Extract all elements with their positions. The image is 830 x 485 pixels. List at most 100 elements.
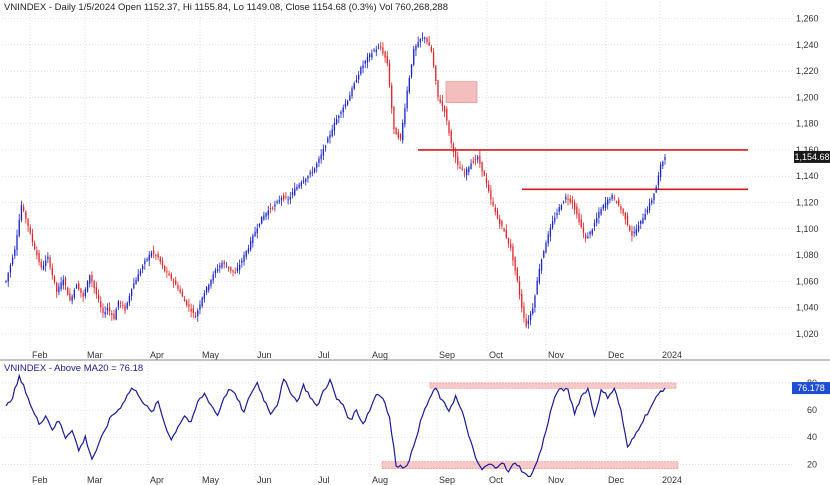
price-candle-body	[635, 229, 638, 235]
price-candle-body	[291, 192, 294, 195]
price-candle-body	[448, 121, 450, 134]
price-candle-body	[69, 293, 71, 301]
price-candle-body	[615, 201, 618, 203]
price-candle-body	[406, 90, 408, 109]
price-candle-body	[141, 266, 144, 270]
price-candle-body	[38, 252, 40, 263]
breadth-x-tick-label: Dec	[608, 475, 625, 485]
price-candle-body	[241, 260, 243, 263]
price-candle-body	[399, 134, 402, 139]
price-candle-body	[236, 268, 239, 272]
price-candle-body	[91, 275, 93, 282]
price-candle-body	[439, 99, 441, 103]
price-candle-body	[485, 177, 488, 184]
breadth-y-tick-label: 20	[807, 459, 817, 469]
price-candle-body	[600, 209, 602, 215]
price-candle-body	[404, 108, 406, 125]
price-candle-body	[644, 213, 646, 220]
price-candle-body	[307, 176, 309, 179]
price-candle-body	[631, 231, 633, 236]
price-candle-body	[212, 274, 214, 281]
price-candle-body	[596, 218, 598, 223]
price-candle-body	[432, 51, 435, 67]
price-candle-body	[357, 74, 360, 80]
price-candle-body	[545, 242, 547, 253]
price-candle-body	[210, 280, 212, 286]
price-candle-body	[651, 200, 653, 204]
price-candle-body	[505, 229, 507, 238]
price-candle-body	[351, 88, 353, 97]
breadth-x-tick-label: Jul	[318, 475, 330, 485]
price-candle-body	[604, 202, 607, 209]
price-candle-body	[613, 197, 615, 199]
price-candle-body	[657, 175, 660, 186]
price-y-tick-label: 1,140	[796, 171, 819, 181]
price-candle-body	[64, 277, 67, 286]
price-candle-body	[272, 207, 274, 209]
price-candle-body	[521, 293, 523, 309]
breadth-x-tick-label: May	[202, 475, 220, 485]
price-candle-body	[243, 255, 245, 262]
price-y-tick-label: 1,180	[796, 119, 819, 129]
price-candle-body	[607, 199, 609, 205]
price-candle-body	[53, 275, 56, 283]
price-candle-body	[388, 62, 391, 87]
price-candle-body	[49, 257, 51, 268]
price-candle-body	[115, 309, 117, 320]
price-candle-body	[593, 223, 596, 227]
price-candle-body	[20, 204, 23, 220]
price-candle-body	[554, 218, 556, 222]
price-candle-body	[265, 213, 267, 217]
price-candle-body	[33, 243, 36, 250]
breadth-x-tick-label: Jun	[257, 475, 272, 485]
price-candle-body	[349, 95, 351, 101]
price-candle-body	[646, 209, 649, 213]
price-candle-body	[547, 234, 549, 244]
price-candle-body	[128, 295, 131, 303]
price-candle-body	[177, 284, 179, 289]
price-candle-body	[424, 37, 426, 39]
price-candle-body	[225, 266, 228, 268]
price-x-tick-label: Feb	[32, 350, 48, 360]
price-candle-body	[318, 158, 320, 163]
price-candle-body	[159, 257, 161, 262]
price-candle-body	[29, 227, 31, 234]
price-candle-body	[186, 300, 188, 306]
price-candle-body	[551, 221, 554, 228]
price-candle-body	[179, 289, 181, 293]
price-candle-body	[194, 315, 197, 318]
price-candle-body	[556, 213, 558, 216]
price-candle-body	[437, 80, 439, 98]
breadth-x-tick-label: Nov	[548, 475, 565, 485]
price-candle-body	[373, 49, 375, 52]
price-candle-body	[587, 236, 589, 239]
oversold-band	[381, 461, 679, 469]
price-candle-body	[664, 156, 666, 160]
price-candle-body	[269, 208, 272, 210]
price-candle-body	[256, 228, 258, 234]
price-candle-body	[16, 235, 18, 251]
price-candle-body	[31, 233, 34, 243]
price-candle-body	[157, 253, 159, 258]
price-candle-body	[234, 272, 236, 274]
price-candle-body	[166, 271, 168, 273]
price-candle-body	[382, 47, 384, 54]
price-candle-body	[355, 80, 358, 83]
price-candle-body	[327, 138, 329, 143]
price-candle-body	[296, 186, 298, 190]
breadth-x-tick-label: Oct	[489, 475, 504, 485]
price-candle-body	[313, 168, 316, 173]
price-candle-body	[377, 47, 380, 49]
price-candle-body	[175, 280, 177, 285]
price-candle-body	[283, 195, 285, 200]
price-candle-body	[629, 226, 631, 231]
price-candle-body	[501, 220, 503, 227]
price-candle-body	[591, 229, 593, 235]
price-candle-body	[311, 171, 314, 173]
price-candle-body	[516, 268, 518, 281]
price-candle-body	[25, 211, 27, 219]
price-panel: 1,020 1,040 1,060 1,080 1,100 1,120 1,140 1,160…	[2, 2, 830, 360]
breadth-last-value-tag: 76.178	[792, 382, 830, 395]
breadth-x-tick-label: Apr	[150, 475, 164, 485]
price-overlays	[418, 81, 748, 191]
